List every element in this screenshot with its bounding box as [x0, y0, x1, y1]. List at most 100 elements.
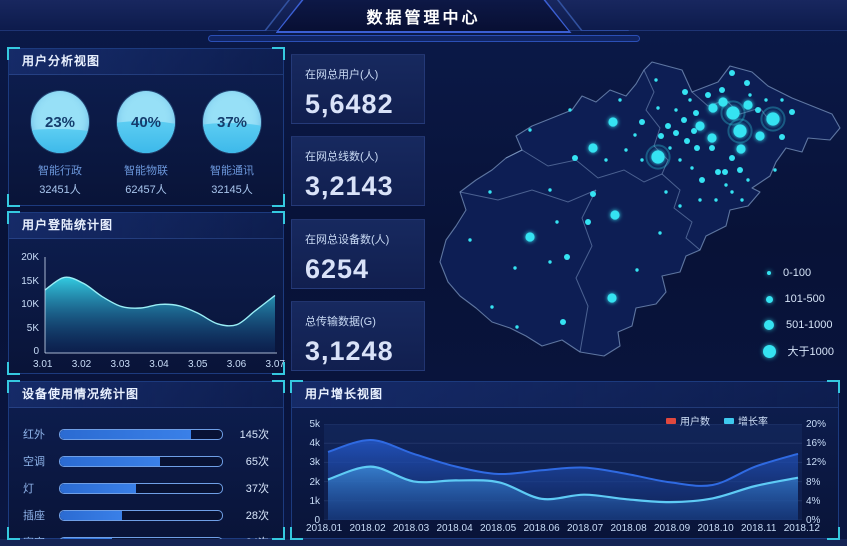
map-bubble-m[interactable] — [715, 169, 721, 175]
map-bubble-s[interactable] — [548, 260, 552, 264]
map-bubble-s[interactable] — [714, 198, 718, 202]
map-bubble-m[interactable] — [699, 177, 705, 183]
map-bubble-l[interactable] — [695, 121, 705, 131]
map-bubble-m[interactable] — [564, 254, 570, 260]
map-bubble-m[interactable] — [694, 145, 700, 151]
map-bubble-s[interactable] — [658, 231, 662, 235]
map-bubble-xl[interactable] — [766, 112, 780, 126]
map-bubble-m[interactable] — [682, 89, 688, 95]
map-bubble-l[interactable] — [736, 144, 746, 154]
legend-label: 增长率 — [738, 417, 768, 428]
map-bubble-s[interactable] — [654, 78, 658, 82]
map-bubble-m[interactable] — [681, 117, 687, 123]
map-svg[interactable] — [430, 40, 847, 380]
map-bubble-l[interactable] — [707, 133, 717, 143]
map-bubble-s[interactable] — [555, 220, 559, 224]
map-bubble-s[interactable] — [640, 158, 644, 162]
map-bubble-m[interactable] — [737, 167, 743, 173]
map-bubble-m[interactable] — [590, 191, 596, 197]
map-bubble-m[interactable] — [709, 145, 715, 151]
map-bubble-s[interactable] — [624, 148, 628, 152]
map-bubble-s[interactable] — [674, 108, 678, 112]
map-bubble-m[interactable] — [719, 87, 725, 93]
map-bubble-xl[interactable] — [733, 124, 747, 138]
map-bubble-s[interactable] — [740, 198, 744, 202]
map-bubble-s[interactable] — [690, 166, 694, 170]
map-legend-row[interactable]: 大于1000 — [755, 338, 834, 364]
map-bubble-m[interactable] — [658, 133, 664, 139]
map-bubble-s[interactable] — [664, 190, 668, 194]
map-legend-row[interactable]: 0-100 — [755, 260, 834, 286]
map-bubble-m[interactable] — [729, 155, 735, 161]
map-bubble-s[interactable] — [568, 108, 572, 112]
map-bubble-m[interactable] — [639, 119, 645, 125]
map-bubble-m[interactable] — [585, 219, 591, 225]
map-bubble-l[interactable] — [708, 103, 718, 113]
header-underline-decoration — [207, 35, 640, 42]
map-bubble-s[interactable] — [618, 98, 622, 102]
map-bubble-s[interactable] — [656, 106, 660, 110]
map-bubble-m[interactable] — [572, 155, 578, 161]
map-bubble-m[interactable] — [722, 169, 728, 175]
map-bubble-l[interactable] — [525, 232, 535, 242]
map-bubble-s[interactable] — [515, 325, 519, 329]
legend-item-growth-rate[interactable]: 增长率 — [724, 413, 768, 428]
map-bubble-m[interactable] — [755, 107, 761, 113]
map-bubble-s[interactable] — [780, 98, 784, 102]
panel-title-user-growth: 用户增长视图 — [292, 382, 838, 408]
map-legend-row[interactable]: 101-500 — [755, 286, 834, 312]
map-bubble-l[interactable] — [743, 100, 753, 110]
map-bubble-l[interactable] — [608, 117, 618, 127]
map-bubble-m[interactable] — [673, 130, 679, 136]
map-bubble-m[interactable] — [665, 123, 671, 129]
map-bubble-s[interactable] — [748, 93, 752, 97]
map-bubble-s[interactable] — [490, 305, 494, 309]
map-bubble-s[interactable] — [730, 190, 734, 194]
map-bubble-m[interactable] — [560, 319, 566, 325]
map-bubble-m[interactable] — [693, 110, 699, 116]
growth-area-chart[interactable] — [324, 424, 802, 520]
map-bubble-s[interactable] — [688, 98, 692, 102]
map-bubble-s[interactable] — [764, 98, 768, 102]
legend-item-users[interactable]: 用户数 — [666, 413, 710, 428]
liquid-gauge[interactable]: 23% 智能行政 32451人 — [17, 91, 102, 197]
map-bubble-l[interactable] — [755, 131, 765, 141]
map-bubble-l[interactable] — [607, 293, 617, 303]
map-bubble-m[interactable] — [684, 138, 690, 144]
liquid-gauge[interactable]: 40% 智能物联 62457人 — [103, 91, 188, 197]
map-bubble-m[interactable] — [779, 134, 785, 140]
map-bubble-l[interactable] — [610, 210, 620, 220]
device-bar-row[interactable]: 红外 145次 — [23, 422, 269, 446]
map-bubble-m[interactable] — [729, 70, 735, 76]
map-bubble-s[interactable] — [773, 168, 777, 172]
map-legend-row[interactable]: 501-1000 — [755, 312, 834, 338]
device-bar-row[interactable]: 插座 28次 — [23, 503, 269, 527]
map-bubble-s[interactable] — [468, 238, 472, 242]
map-bubble-s[interactable] — [488, 190, 492, 194]
map-bubble-s[interactable] — [746, 178, 750, 182]
map-bubble-m[interactable] — [744, 80, 750, 86]
liquid-gauge[interactable]: 37% 智能通讯 32145人 — [189, 91, 274, 197]
y-axis-tick-right: 16% — [806, 438, 827, 450]
map-bubble-s[interactable] — [604, 158, 608, 162]
map-bubble-s[interactable] — [678, 204, 682, 208]
device-bar-row[interactable]: 空调 65次 — [23, 449, 269, 473]
map-bubble-s[interactable] — [528, 128, 532, 132]
map-bubble-m[interactable] — [691, 128, 697, 134]
map-bubble-l[interactable] — [718, 97, 728, 107]
map-bubble-m[interactable] — [789, 109, 795, 115]
map-bubble-s[interactable] — [668, 146, 672, 150]
map-bubble-l[interactable] — [588, 143, 598, 153]
map-bubble-xl[interactable] — [651, 150, 665, 164]
login-area-chart[interactable] — [43, 257, 277, 355]
map-bubble-s[interactable] — [548, 188, 552, 192]
map-bubble-s[interactable] — [698, 198, 702, 202]
map-bubble-s[interactable] — [513, 266, 517, 270]
device-bar-row[interactable]: 灯 37次 — [23, 476, 269, 500]
map-bubble-s[interactable] — [724, 183, 728, 187]
map-bubble-m[interactable] — [705, 92, 711, 98]
map-bubble-s[interactable] — [635, 268, 639, 272]
map-bubble-xl[interactable] — [726, 106, 740, 120]
map-bubble-s[interactable] — [633, 133, 637, 137]
map-bubble-s[interactable] — [678, 158, 682, 162]
